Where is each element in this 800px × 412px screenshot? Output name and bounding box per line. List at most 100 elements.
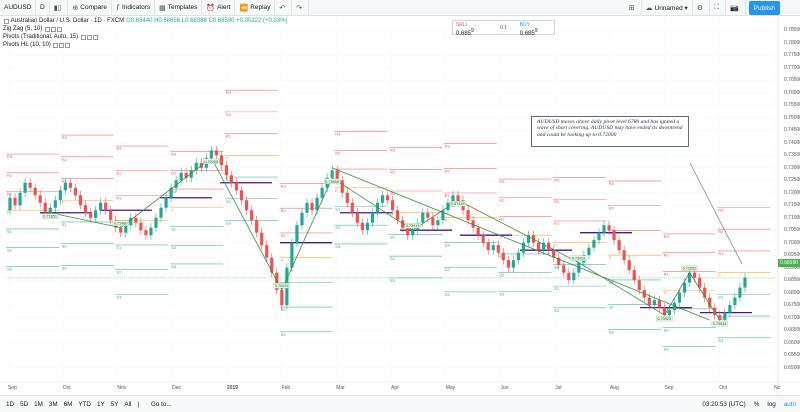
pivot-label: S3 bbox=[390, 278, 396, 283]
legend-indicator-pivots[interactable]: Pivots (Traditional, Auto, 15) bbox=[3, 33, 288, 41]
range-3m[interactable]: 3M bbox=[48, 400, 58, 408]
chart-style-button[interactable]: ▮▯ bbox=[50, 0, 69, 16]
range-5d[interactable]: 5D bbox=[20, 400, 29, 408]
zigzag-value-box bbox=[570, 255, 587, 261]
chart-area[interactable]: R3 R2 R1 P S1 S2 S3 R3 R2 R1 P S1 S2 S3 R3 R2 R1 P S1 S2 S3 R… bbox=[0, 16, 800, 395]
redo-icon: ↷ bbox=[296, 4, 303, 12]
zigzag-value-box bbox=[404, 223, 421, 229]
range-1y[interactable]: 1Y bbox=[96, 400, 105, 408]
date-range-icon[interactable]: | bbox=[137, 400, 140, 408]
legend-main-series[interactable]: Australian Dollar / U.S. Dollar · 1D · F… bbox=[3, 17, 288, 25]
pivot-label: S1 bbox=[335, 206, 341, 211]
pivot-label: R1 bbox=[281, 233, 287, 238]
buy-price: 0.685 bbox=[519, 31, 535, 37]
publish-button[interactable]: Publish bbox=[748, 1, 780, 15]
compare-button[interactable]: ⊕ Compare bbox=[68, 0, 113, 16]
log-toggle[interactable]: log bbox=[767, 400, 776, 408]
candle-body bbox=[607, 225, 611, 231]
candle-body bbox=[360, 222, 364, 231]
candle-body bbox=[18, 192, 22, 206]
candle-body bbox=[219, 155, 224, 166]
eye-icon[interactable] bbox=[80, 34, 86, 40]
legend-indicator-zigzag[interactable]: Zig Zag (5, 10) bbox=[3, 25, 288, 33]
candle-body bbox=[144, 230, 148, 236]
pivot-label: S1 bbox=[718, 294, 724, 299]
pivot-label: S2 bbox=[7, 248, 13, 253]
percent-toggle[interactable]: % bbox=[753, 400, 760, 408]
interval-button[interactable]: D bbox=[36, 0, 50, 16]
pivot-label: S3 bbox=[281, 332, 287, 337]
layout-grid-button[interactable]: ⊞ bbox=[625, 0, 642, 16]
candle-body bbox=[703, 287, 707, 298]
pivot-label: S2 bbox=[116, 270, 122, 275]
range-ytd[interactable]: YTD bbox=[78, 400, 91, 408]
settings-icon[interactable] bbox=[59, 42, 65, 48]
zigzag-value-box bbox=[273, 282, 290, 289]
candle-body bbox=[602, 225, 606, 233]
time-tick-label: Feb bbox=[282, 385, 291, 391]
close-icon[interactable] bbox=[65, 42, 71, 48]
candles-icon: ▮▯ bbox=[53, 4, 62, 12]
candle-body bbox=[134, 217, 138, 223]
pivot-label: R3 bbox=[499, 179, 505, 184]
candle-body bbox=[224, 165, 229, 176]
replay-label: Replay bbox=[250, 4, 271, 11]
candle-body bbox=[451, 195, 455, 203]
zigzag-value-label: 0.73955 bbox=[325, 180, 339, 184]
candle-body bbox=[708, 297, 712, 308]
eye-icon[interactable] bbox=[45, 26, 51, 32]
eye-icon[interactable] bbox=[53, 42, 59, 48]
buy-button[interactable]: BUY 0.6859 bbox=[517, 21, 554, 37]
close-icon[interactable] bbox=[92, 34, 98, 40]
series-toggle-icon[interactable] bbox=[4, 18, 9, 24]
pivot-label: S1 bbox=[171, 226, 177, 231]
range-1m[interactable]: 1M bbox=[34, 400, 43, 408]
alert-button[interactable]: ⏰ Alert bbox=[202, 0, 236, 16]
fullscreen-button[interactable]: ⛶ bbox=[710, 0, 726, 16]
sell-button[interactable]: SELL 0.6859 bbox=[453, 21, 490, 37]
top-toolbar: AUDUSD D ▮▯ ⊕ Compare ƒ Indicators ▦ Templa… bbox=[0, 0, 800, 16]
settings-button[interactable]: ⚙ bbox=[693, 0, 711, 16]
pivot-label: S3 bbox=[718, 338, 724, 343]
candle-body bbox=[667, 310, 672, 316]
candle-body bbox=[491, 245, 495, 251]
pivot-label: P bbox=[171, 208, 174, 213]
legend-indicator-pivots-hl[interactable]: Pivots HL (10, 10) bbox=[3, 41, 288, 49]
auto-toggle[interactable]: auto bbox=[783, 400, 796, 408]
pivot-label: R1 bbox=[499, 216, 505, 221]
replay-button[interactable]: ⏪ Replay bbox=[235, 0, 276, 16]
candle-body bbox=[300, 212, 304, 226]
templates-button[interactable]: ▦ Templates bbox=[155, 0, 203, 16]
goto-button[interactable]: Go to... bbox=[151, 400, 172, 408]
settings-icon[interactable] bbox=[86, 34, 92, 40]
candle-body bbox=[677, 292, 682, 303]
zigzag-value-box bbox=[112, 220, 129, 226]
range-all[interactable]: All bbox=[124, 400, 132, 408]
snapshot-button[interactable]: 📷 bbox=[726, 0, 746, 16]
candle-body bbox=[164, 197, 168, 208]
redo-button[interactable]: ↷ bbox=[292, 0, 310, 16]
camera-icon: 📷 bbox=[729, 5, 739, 12]
indicators-button[interactable]: ƒ Indicators bbox=[112, 0, 156, 16]
symbol-search-button[interactable]: AUDUSD bbox=[0, 0, 36, 16]
range-1d[interactable]: 1D bbox=[6, 400, 15, 408]
candle-body bbox=[88, 212, 93, 218]
settings-icon[interactable] bbox=[51, 26, 57, 32]
layout-name-button[interactable]: ☁ Unnamed ▾ bbox=[642, 0, 693, 16]
range-6m[interactable]: 6M bbox=[63, 400, 73, 408]
candle-body bbox=[562, 265, 566, 273]
candle-body bbox=[657, 300, 661, 308]
range-5y[interactable]: 5Y bbox=[110, 400, 119, 408]
close-icon[interactable] bbox=[57, 26, 63, 32]
candle-body bbox=[728, 305, 732, 313]
price-chart[interactable]: R3 R2 R1 P S1 S2 S3 R3 R2 R1 P S1 S2 S3 R3 R2 R1 P S1 S2 S3 R… bbox=[0, 16, 800, 395]
candle-body bbox=[557, 257, 561, 266]
text-annotation[interactable]: AUDUSD moves above daily pivot level 678… bbox=[531, 116, 689, 147]
undo-button[interactable]: ↶ bbox=[275, 0, 293, 16]
